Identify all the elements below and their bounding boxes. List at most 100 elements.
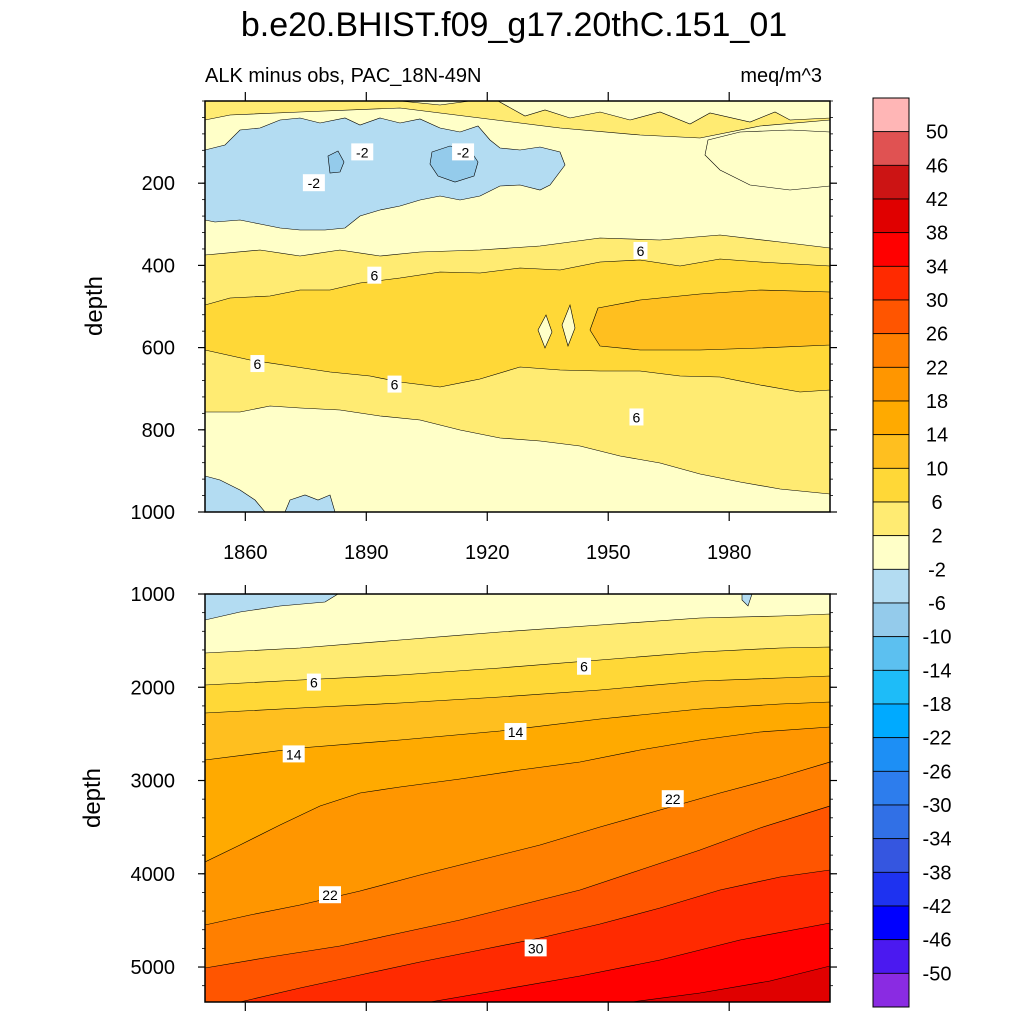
colorbar-swatch [872,265,910,301]
y-tick-label: 200 [142,173,175,195]
colorbar-swatch [872,400,910,436]
y-tick-label: 400 [142,255,175,277]
contour-label: 22 [665,791,681,807]
contour-band [327,150,345,174]
colorbar-label: -14 [923,660,952,682]
contour-band [205,475,266,512]
colorbar-swatch [872,636,910,671]
contour-label: -2 [308,175,321,191]
contour-label-box [351,143,374,161]
upper-ylabel: depth [81,276,108,336]
colorbar-swatch [872,770,910,806]
contour-label-box [387,375,402,393]
y-tick-label: 600 [142,338,175,360]
x-tick-label: 1980 [707,542,752,564]
y-tick-label: 2000 [131,677,176,699]
y-tick-label: 5000 [131,957,176,979]
contour-label: 6 [580,659,588,675]
colorbar-label: 38 [926,223,948,245]
colorbar-swatch [872,97,910,133]
colorbar-label: 30 [926,290,948,312]
colorbar-swatch [872,299,910,335]
colorbar-swatch [872,366,910,402]
colorbar-label: 18 [926,391,948,413]
colorbar-label: -2 [928,559,946,581]
contour-label-box [367,266,382,284]
colorbar-label: -50 [923,963,952,985]
contour-label: 6 [254,356,262,372]
contour-label-box [524,939,547,957]
colorbar-label: 14 [926,425,948,447]
colorbar-swatch [872,434,910,469]
contour-band [205,117,566,231]
contour-band [205,101,830,125]
colorbar-label: 26 [926,324,948,346]
colorbar-label: -30 [923,795,952,817]
y-tick-label: 3000 [131,771,176,793]
contour-band [429,922,830,1002]
colorbar-swatch [872,871,910,907]
y-tick-label: 1000 [131,584,176,606]
contour-label: -2 [457,144,470,160]
contour-band [631,965,830,1002]
colorbar-swatch [872,804,910,840]
colorbar-label: -26 [923,761,952,783]
contour-label: 22 [322,887,338,903]
colorbar-label: 42 [926,189,948,211]
lower-ylabel: depth [79,768,106,828]
colorbar-label: 6 [931,492,942,514]
contour-band [205,405,830,512]
lower-panel-frame [204,593,831,1003]
x-tick-label: 1950 [586,542,631,564]
colorbar-label: -42 [923,896,952,918]
upper-axis-ticks: 200 400 600 800 1000 1860 1890 1920 1950 1980 [131,92,837,564]
colorbar-swatch [872,164,910,200]
colorbar-swatch [872,467,910,503]
colorbar-swatch [872,972,910,1008]
colorbar-label: 46 [926,155,948,177]
contour-label: 6 [310,675,318,691]
colorbar-swatch [872,333,910,368]
colorbar-label: -22 [923,728,952,750]
colorbar-swatch [872,838,910,873]
colorbar-swatch [872,669,910,705]
subtitle-units: meq/m^3 [740,65,822,87]
colorbar-label: 50 [926,122,948,144]
upper-panel-frame [204,100,831,513]
colorbar-swatch [872,568,910,604]
subtitle-left: ALK minus obs, PAC_18N-49N [205,65,481,87]
colorbar-label: -46 [923,930,952,952]
contour-label: 6 [633,409,641,425]
contour-label-box [452,143,475,161]
contour-label-box [504,723,527,741]
contour-label: 14 [286,746,302,762]
contour-label: 6 [370,268,378,284]
colorbar-swatch [872,939,910,974]
colorbar-label: 2 [931,526,942,548]
y-tick-label: 800 [142,420,175,442]
contour-band [205,594,339,621]
y-tick-label: 4000 [131,864,176,886]
colorbar-label: -18 [923,694,952,716]
colorbar-label: 10 [926,458,948,480]
colorbar-swatch [872,131,910,166]
contour-band [589,289,830,351]
contour-label-box [306,673,321,691]
contour-band [704,129,830,191]
contour-label: 6 [391,377,399,393]
contour-label-box [282,745,305,763]
colorbar-frame [872,97,910,1008]
y-tick-label: 1000 [131,502,176,524]
contour-band [537,314,553,349]
colorbar-swatch [872,198,910,234]
contour-label-box [302,174,325,192]
colorbar-label: -10 [923,627,952,649]
colorbar-label: -38 [923,862,952,884]
colorbar-label: 22 [926,357,948,379]
contour-band [741,594,753,607]
lower-panel-contour-fill [205,594,830,1002]
contour-label-box [577,657,592,675]
lower-axis-ticks: 1000 2000 3000 4000 5000 [131,584,837,1011]
contour-band [284,494,336,512]
